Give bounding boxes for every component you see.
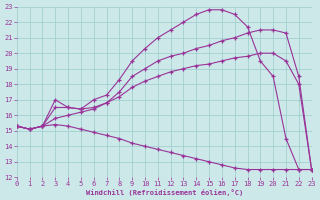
X-axis label: Windchill (Refroidissement éolien,°C): Windchill (Refroidissement éolien,°C) bbox=[85, 189, 243, 196]
